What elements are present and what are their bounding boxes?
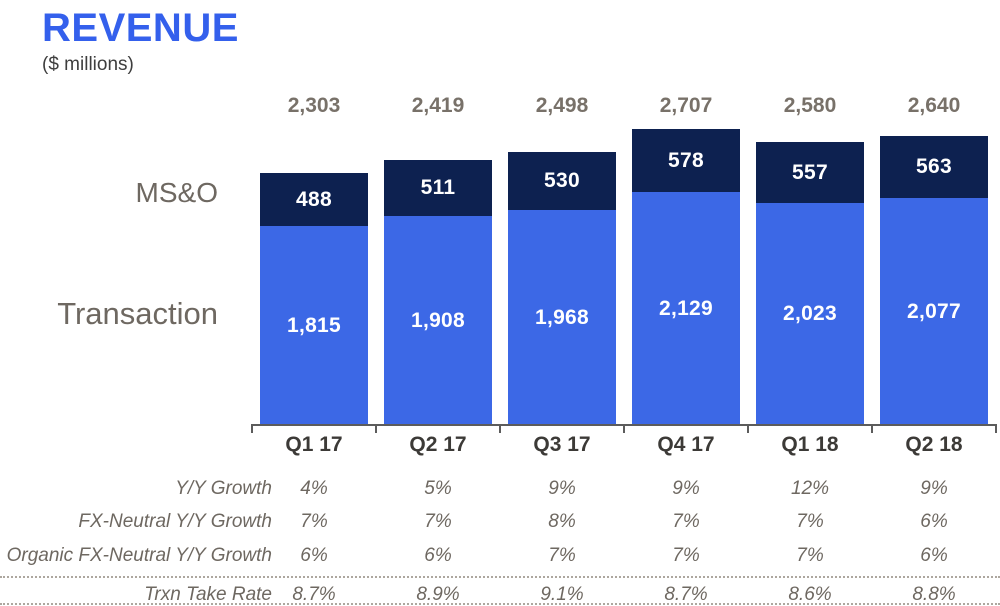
- metric-value-cell: 12%: [790, 478, 830, 499]
- metric-value-cell: 4%: [300, 478, 328, 499]
- category-label-q1-17: Q1 17: [285, 433, 343, 456]
- page-title: REVENUE: [42, 6, 239, 50]
- legend-mso-label: MS&O: [135, 177, 218, 208]
- metric-value-cell: 7%: [548, 545, 576, 566]
- metric-value-cell: 9%: [548, 478, 576, 499]
- metric-row-label: FX-Neutral Y/Y Growth: [78, 511, 272, 532]
- units-label: ($ millions): [42, 54, 134, 75]
- mso-value-label: 557: [792, 160, 828, 184]
- metric-value-cell: 8%: [548, 511, 576, 532]
- bar-segment-transaction: 1,908: [384, 216, 492, 425]
- bar-column-q4-17: 578 2,129: [632, 129, 740, 425]
- axis-tick: [871, 424, 873, 433]
- metric-value-cell: 6%: [920, 511, 948, 532]
- metric-value-cell: 9.1%: [540, 584, 584, 605]
- axis-tick: [499, 424, 501, 433]
- bar-segment-transaction: 2,077: [880, 198, 988, 425]
- category-label-q2-18: Q2 18: [905, 433, 963, 456]
- metric-value-cell: 8.7%: [664, 584, 708, 605]
- bar-segment-transaction: 2,023: [756, 203, 864, 425]
- metric-value-cell: 7%: [424, 511, 452, 532]
- bar-segment-mso: 563: [880, 136, 988, 198]
- mso-value-label: 563: [916, 155, 952, 178]
- bar-total-label: 2,419: [411, 94, 465, 117]
- bar-segment-mso: 488: [260, 173, 368, 226]
- bar-segment-transaction: 1,968: [508, 210, 616, 425]
- bar-segment-transaction: 2,129: [632, 192, 740, 425]
- mso-value-label: 578: [668, 148, 704, 172]
- metric-row-label: Trxn Take Rate: [144, 584, 272, 605]
- metric-row-label: Y/Y Growth: [175, 478, 272, 499]
- transaction-value-label: 1,968: [534, 305, 590, 329]
- bar-column-q1-18: 557 2,023: [756, 142, 864, 425]
- transaction-value-label: 2,129: [658, 296, 714, 320]
- metric-value-cell: 8.8%: [912, 584, 956, 605]
- metric-value-cell: 9%: [672, 478, 700, 499]
- bar-segment-mso: 511: [384, 160, 492, 216]
- bar-segment-mso: 530: [508, 152, 616, 210]
- metric-value-cell: 9%: [920, 478, 948, 499]
- axis-tick: [375, 424, 377, 433]
- bar-segment-transaction: 1,815: [260, 226, 368, 425]
- metric-value-cell: 7%: [796, 545, 824, 566]
- metric-value-cell: 7%: [796, 511, 824, 532]
- bar-total-label: 2,707: [659, 94, 713, 117]
- metric-value-cell: 8.7%: [292, 584, 336, 605]
- bar-segment-mso: 578: [632, 129, 740, 192]
- bar-total-label: 2,498: [535, 94, 589, 117]
- dotted-separator-line: [0, 576, 1000, 578]
- category-label-q4-17: Q4 17: [657, 433, 715, 456]
- axis-tick: [747, 424, 749, 433]
- metric-value-cell: 7%: [672, 511, 700, 532]
- bar-total-label: 2,640: [907, 94, 961, 117]
- transaction-value-label: 1,815: [286, 313, 342, 337]
- bar-column-q3-17: 530 1,968: [508, 152, 616, 425]
- metric-row-label: Organic FX-Neutral Y/Y Growth: [6, 545, 272, 566]
- axis-tick: [623, 424, 625, 433]
- bar-column-q2-18: 563 2,077: [880, 136, 988, 425]
- metric-value-cell: 6%: [424, 545, 452, 566]
- bar-total-label: 2,303: [287, 94, 341, 117]
- transaction-value-label: 2,023: [782, 302, 838, 325]
- metric-value-cell: 7%: [672, 545, 700, 566]
- bottom-dotted-line: [0, 603, 1000, 605]
- category-label-q3-17: Q3 17: [533, 433, 591, 456]
- legend-transaction-label: Transaction: [57, 296, 218, 331]
- mso-value-label: 488: [296, 187, 332, 211]
- bar-column-q1-17: 488 1,815: [260, 173, 368, 425]
- transaction-value-label: 2,077: [906, 299, 962, 323]
- bar-column-q2-17: 511 1,908: [384, 160, 492, 425]
- mso-value-label: 530: [544, 169, 580, 192]
- metric-value-cell: 7%: [300, 511, 328, 532]
- axis-tick: [251, 424, 253, 433]
- bar-total-label: 2,580: [783, 94, 837, 117]
- category-label-q1-18: Q1 18: [781, 433, 839, 456]
- metric-value-cell: 8.9%: [416, 584, 460, 605]
- mso-value-label: 511: [420, 176, 456, 199]
- transaction-value-label: 1,908: [410, 308, 466, 332]
- metric-value-cell: 8.6%: [788, 584, 832, 605]
- category-label-q2-17: Q2 17: [409, 433, 467, 456]
- bar-segment-mso: 557: [756, 142, 864, 203]
- metric-value-cell: 6%: [920, 545, 948, 566]
- axis-tick: [995, 424, 997, 433]
- metric-value-cell: 5%: [424, 478, 452, 499]
- metric-value-cell: 6%: [300, 545, 328, 566]
